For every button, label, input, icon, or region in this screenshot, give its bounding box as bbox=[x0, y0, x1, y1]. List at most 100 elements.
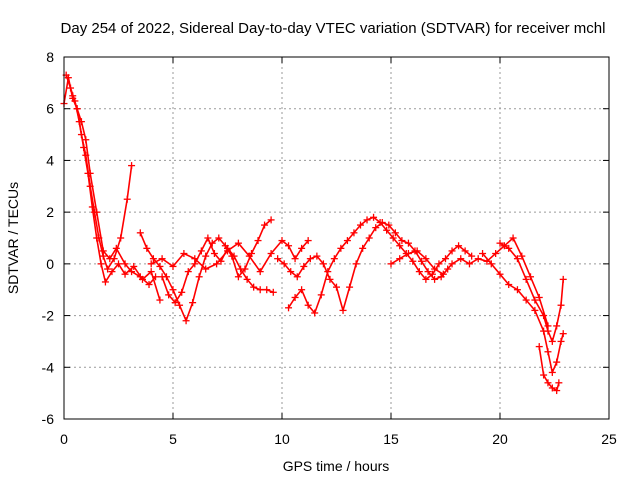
data-point bbox=[468, 252, 476, 260]
data-point bbox=[455, 242, 463, 250]
data-point bbox=[130, 262, 138, 270]
y-tick-label: 6 bbox=[46, 101, 54, 117]
data-point bbox=[479, 250, 487, 258]
x-tick-label: 20 bbox=[492, 431, 508, 447]
data-point bbox=[291, 293, 299, 301]
y-tick-label: 2 bbox=[46, 204, 54, 220]
data-point bbox=[261, 221, 269, 229]
data-point bbox=[115, 260, 122, 268]
y-tick-label: 0 bbox=[46, 256, 54, 272]
data-point bbox=[298, 244, 306, 252]
data-point bbox=[513, 286, 521, 294]
data-point bbox=[158, 273, 166, 281]
series-trace-12 bbox=[535, 343, 563, 395]
data-point bbox=[365, 234, 373, 242]
data-point bbox=[343, 237, 351, 245]
data-point bbox=[535, 293, 543, 301]
data-point bbox=[191, 255, 199, 263]
data-point bbox=[280, 260, 288, 268]
data-point bbox=[304, 237, 312, 245]
data-point bbox=[285, 304, 293, 312]
data-point bbox=[234, 273, 242, 281]
data-point bbox=[448, 247, 456, 255]
data-point bbox=[409, 257, 417, 265]
data-point bbox=[80, 144, 88, 151]
y-tick-label: -4 bbox=[42, 359, 55, 375]
data-point bbox=[311, 309, 319, 317]
data-point bbox=[304, 301, 312, 309]
data-point bbox=[404, 250, 412, 258]
data-point bbox=[518, 252, 526, 260]
data-point bbox=[317, 291, 325, 299]
data-point bbox=[346, 283, 354, 291]
data-point bbox=[363, 216, 371, 224]
data-point bbox=[531, 306, 539, 314]
data-point bbox=[106, 255, 114, 263]
data-point bbox=[169, 262, 177, 270]
data-point bbox=[431, 275, 439, 283]
series-group bbox=[60, 71, 567, 395]
data-point bbox=[245, 252, 253, 260]
data-point bbox=[82, 136, 90, 144]
data-point bbox=[509, 234, 517, 242]
data-point bbox=[285, 242, 293, 250]
data-point bbox=[121, 270, 129, 278]
data-point bbox=[237, 265, 245, 273]
data-point bbox=[496, 270, 504, 278]
x-tick-label: 10 bbox=[274, 431, 290, 447]
data-point bbox=[156, 296, 164, 304]
data-point bbox=[487, 260, 495, 268]
data-point bbox=[128, 268, 136, 276]
data-point bbox=[101, 278, 109, 286]
data-point bbox=[97, 260, 105, 268]
data-point bbox=[165, 291, 173, 299]
data-point bbox=[313, 252, 321, 260]
data-point bbox=[152, 273, 160, 281]
data-point bbox=[197, 247, 205, 255]
data-point bbox=[147, 268, 155, 276]
series-trace-8 bbox=[274, 218, 452, 314]
data-point bbox=[553, 322, 561, 330]
data-point bbox=[398, 237, 406, 245]
data-point bbox=[505, 281, 513, 289]
data-point bbox=[184, 268, 192, 276]
data-point bbox=[256, 286, 264, 294]
x-tick-label: 25 bbox=[601, 431, 617, 447]
data-point bbox=[176, 301, 184, 309]
data-point bbox=[396, 255, 404, 263]
series-trace-5 bbox=[158, 234, 277, 307]
data-point bbox=[337, 244, 345, 252]
y-tick-label: -2 bbox=[42, 308, 55, 324]
data-point bbox=[527, 273, 535, 281]
data-point bbox=[540, 312, 548, 320]
series-trace-11 bbox=[496, 239, 567, 345]
data-point bbox=[267, 250, 275, 258]
data-point bbox=[77, 118, 85, 126]
y-tick-label: 4 bbox=[46, 152, 54, 168]
plot-frame bbox=[63, 56, 610, 420]
data-point bbox=[256, 268, 264, 276]
data-point bbox=[93, 208, 101, 216]
data-point bbox=[413, 247, 421, 255]
data-point bbox=[333, 283, 340, 291]
data-point bbox=[531, 296, 539, 304]
data-point bbox=[215, 234, 223, 242]
data-point bbox=[505, 244, 513, 252]
data-point bbox=[496, 239, 504, 247]
data-point bbox=[147, 260, 155, 268]
grid bbox=[64, 57, 609, 419]
data-point bbox=[291, 255, 299, 263]
data-point bbox=[202, 252, 210, 260]
y-axis-label: SDTVAR / TECUs bbox=[5, 182, 21, 294]
data-point bbox=[544, 348, 552, 356]
x-tick-label: 0 bbox=[60, 431, 68, 447]
data-point bbox=[350, 229, 358, 237]
data-point bbox=[431, 265, 439, 273]
data-point bbox=[555, 379, 563, 387]
data-point bbox=[213, 260, 221, 268]
data-point bbox=[387, 260, 395, 268]
data-point bbox=[396, 242, 404, 250]
x-tick-labels: 0 5 10 15 20 25 bbox=[60, 431, 617, 447]
data-point bbox=[326, 275, 334, 283]
